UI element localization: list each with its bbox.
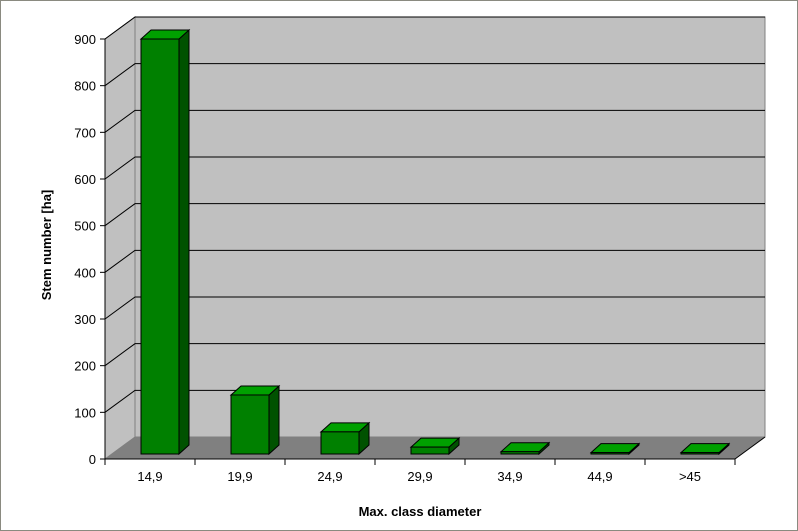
bar-side [178, 28, 190, 456]
bar-side [268, 384, 280, 456]
x-tick-label: 19,9 [227, 469, 252, 484]
bar [319, 421, 371, 456]
x-tick-label: 44,9 [587, 469, 612, 484]
bar [229, 384, 281, 456]
x-axis-title: Max. class diameter [359, 504, 482, 519]
y-tick-label: 700 [74, 125, 96, 140]
y-tick-label: 500 [74, 219, 96, 234]
x-axis-depth-line [734, 436, 766, 460]
y-tick-label: 400 [74, 265, 96, 280]
gridline [104, 156, 765, 180]
gridline [104, 343, 765, 367]
x-tick-label: >45 [679, 469, 701, 484]
chart-bars [139, 28, 731, 456]
gridline [104, 16, 765, 40]
gridline [104, 109, 765, 133]
x-tick-label: 34,9 [497, 469, 522, 484]
gridline [104, 63, 765, 87]
gridline [104, 296, 765, 320]
bar [139, 28, 191, 456]
chart-gridlines [104, 16, 765, 413]
chart-tick-labels: 0 100 200 300 400 500 600 700 800 900 14,9 19,9 24,9… [74, 32, 701, 484]
gridline [104, 389, 765, 413]
bar [409, 436, 461, 456]
y-tick-label: 800 [74, 79, 96, 94]
chart-axes [100, 38, 766, 465]
x-tick-label: 29,9 [407, 469, 432, 484]
bar-front [500, 451, 540, 455]
bar-front [230, 394, 270, 455]
y-axis-title: Stem number [ha] [39, 190, 54, 301]
bar [499, 441, 551, 456]
bar-front [320, 431, 360, 455]
bar-front [590, 452, 630, 455]
chart-walls [104, 16, 766, 460]
bar [679, 442, 731, 456]
bar-front [410, 446, 450, 455]
y-tick-label: 100 [74, 405, 96, 420]
y-tick-label: 900 [74, 32, 96, 47]
y-tick-label: 0 [89, 452, 96, 467]
bar-front [140, 38, 180, 455]
x-tick-label: 14,9 [137, 469, 162, 484]
back-wall [134, 16, 766, 438]
bar [589, 442, 641, 456]
gridline [104, 203, 765, 227]
y-tick-label: 200 [74, 359, 96, 374]
bar-front [680, 452, 720, 455]
y-tick-label: 300 [74, 312, 96, 327]
x-tick-label: 24,9 [317, 469, 342, 484]
y-tick-label: 600 [74, 172, 96, 187]
gridline [104, 249, 765, 273]
side-wall [104, 16, 136, 460]
